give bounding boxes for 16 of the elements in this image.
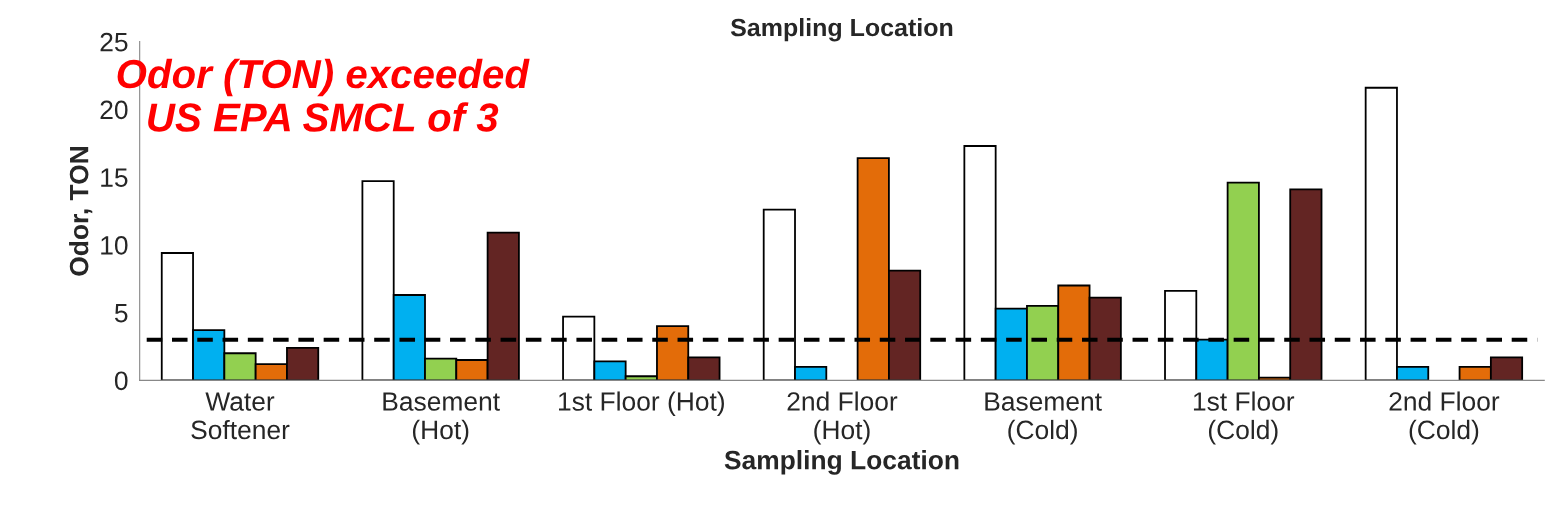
x-tick-label: 1st Floor (Cold) [1193,391,1295,445]
x-tick-label: Basement (Cold) [985,392,1102,445]
chart-title: Sampling Location [730,18,953,42]
y-tick-label: 15 [101,168,128,187]
y-tick-label: 0 [114,371,128,391]
y-tick-label: 5 [114,304,128,323]
x-axis-title: Sampling Location [724,450,959,475]
y-axis-title: Odor, TON [69,147,93,276]
x-tick-label: 2nd Floor (Cold) [1389,391,1500,445]
y-tick-label: 25 [100,32,128,52]
x-tick-label: 2nd Floor (Hot) [787,391,898,445]
y-tick-label: 20 [100,100,128,120]
x-tick-label: Basement (Hot) [383,392,500,445]
x-tick-label: Water Softener [191,392,290,440]
y-tick-label: 10 [101,236,128,255]
x-tick-label: 1st Floor (Hot) [559,391,724,417]
